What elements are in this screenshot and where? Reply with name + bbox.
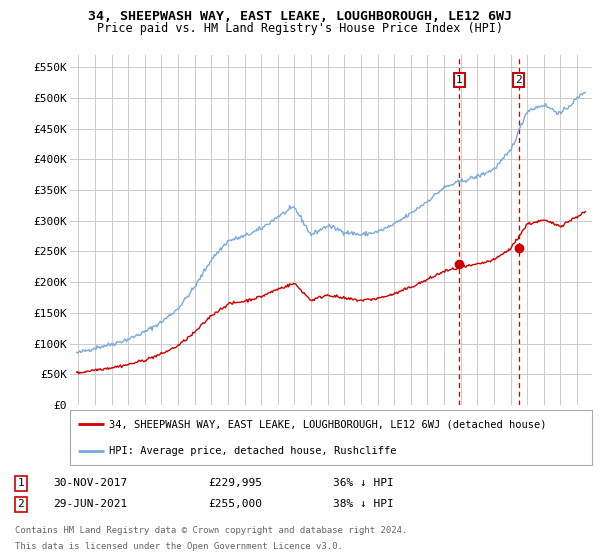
Text: 34, SHEEPWASH WAY, EAST LEAKE, LOUGHBOROUGH, LE12 6WJ: 34, SHEEPWASH WAY, EAST LEAKE, LOUGHBORO…: [88, 10, 512, 23]
Text: Contains HM Land Registry data © Crown copyright and database right 2024.: Contains HM Land Registry data © Crown c…: [15, 526, 407, 535]
Text: 2: 2: [17, 500, 24, 510]
Text: 29-JUN-2021: 29-JUN-2021: [53, 500, 128, 510]
FancyBboxPatch shape: [70, 410, 592, 465]
Text: 2: 2: [515, 74, 522, 85]
Text: 30-NOV-2017: 30-NOV-2017: [53, 478, 128, 488]
Text: This data is licensed under the Open Government Licence v3.0.: This data is licensed under the Open Gov…: [15, 542, 343, 551]
Text: HPI: Average price, detached house, Rushcliffe: HPI: Average price, detached house, Rush…: [109, 446, 397, 456]
Text: £229,995: £229,995: [208, 478, 262, 488]
Text: 34, SHEEPWASH WAY, EAST LEAKE, LOUGHBOROUGH, LE12 6WJ (detached house): 34, SHEEPWASH WAY, EAST LEAKE, LOUGHBORO…: [109, 419, 547, 430]
Text: Price paid vs. HM Land Registry's House Price Index (HPI): Price paid vs. HM Land Registry's House …: [97, 22, 503, 35]
Text: £255,000: £255,000: [208, 500, 262, 510]
Text: 36% ↓ HPI: 36% ↓ HPI: [333, 478, 394, 488]
Text: 1: 1: [456, 74, 463, 85]
Text: 38% ↓ HPI: 38% ↓ HPI: [333, 500, 394, 510]
Text: 1: 1: [17, 478, 24, 488]
